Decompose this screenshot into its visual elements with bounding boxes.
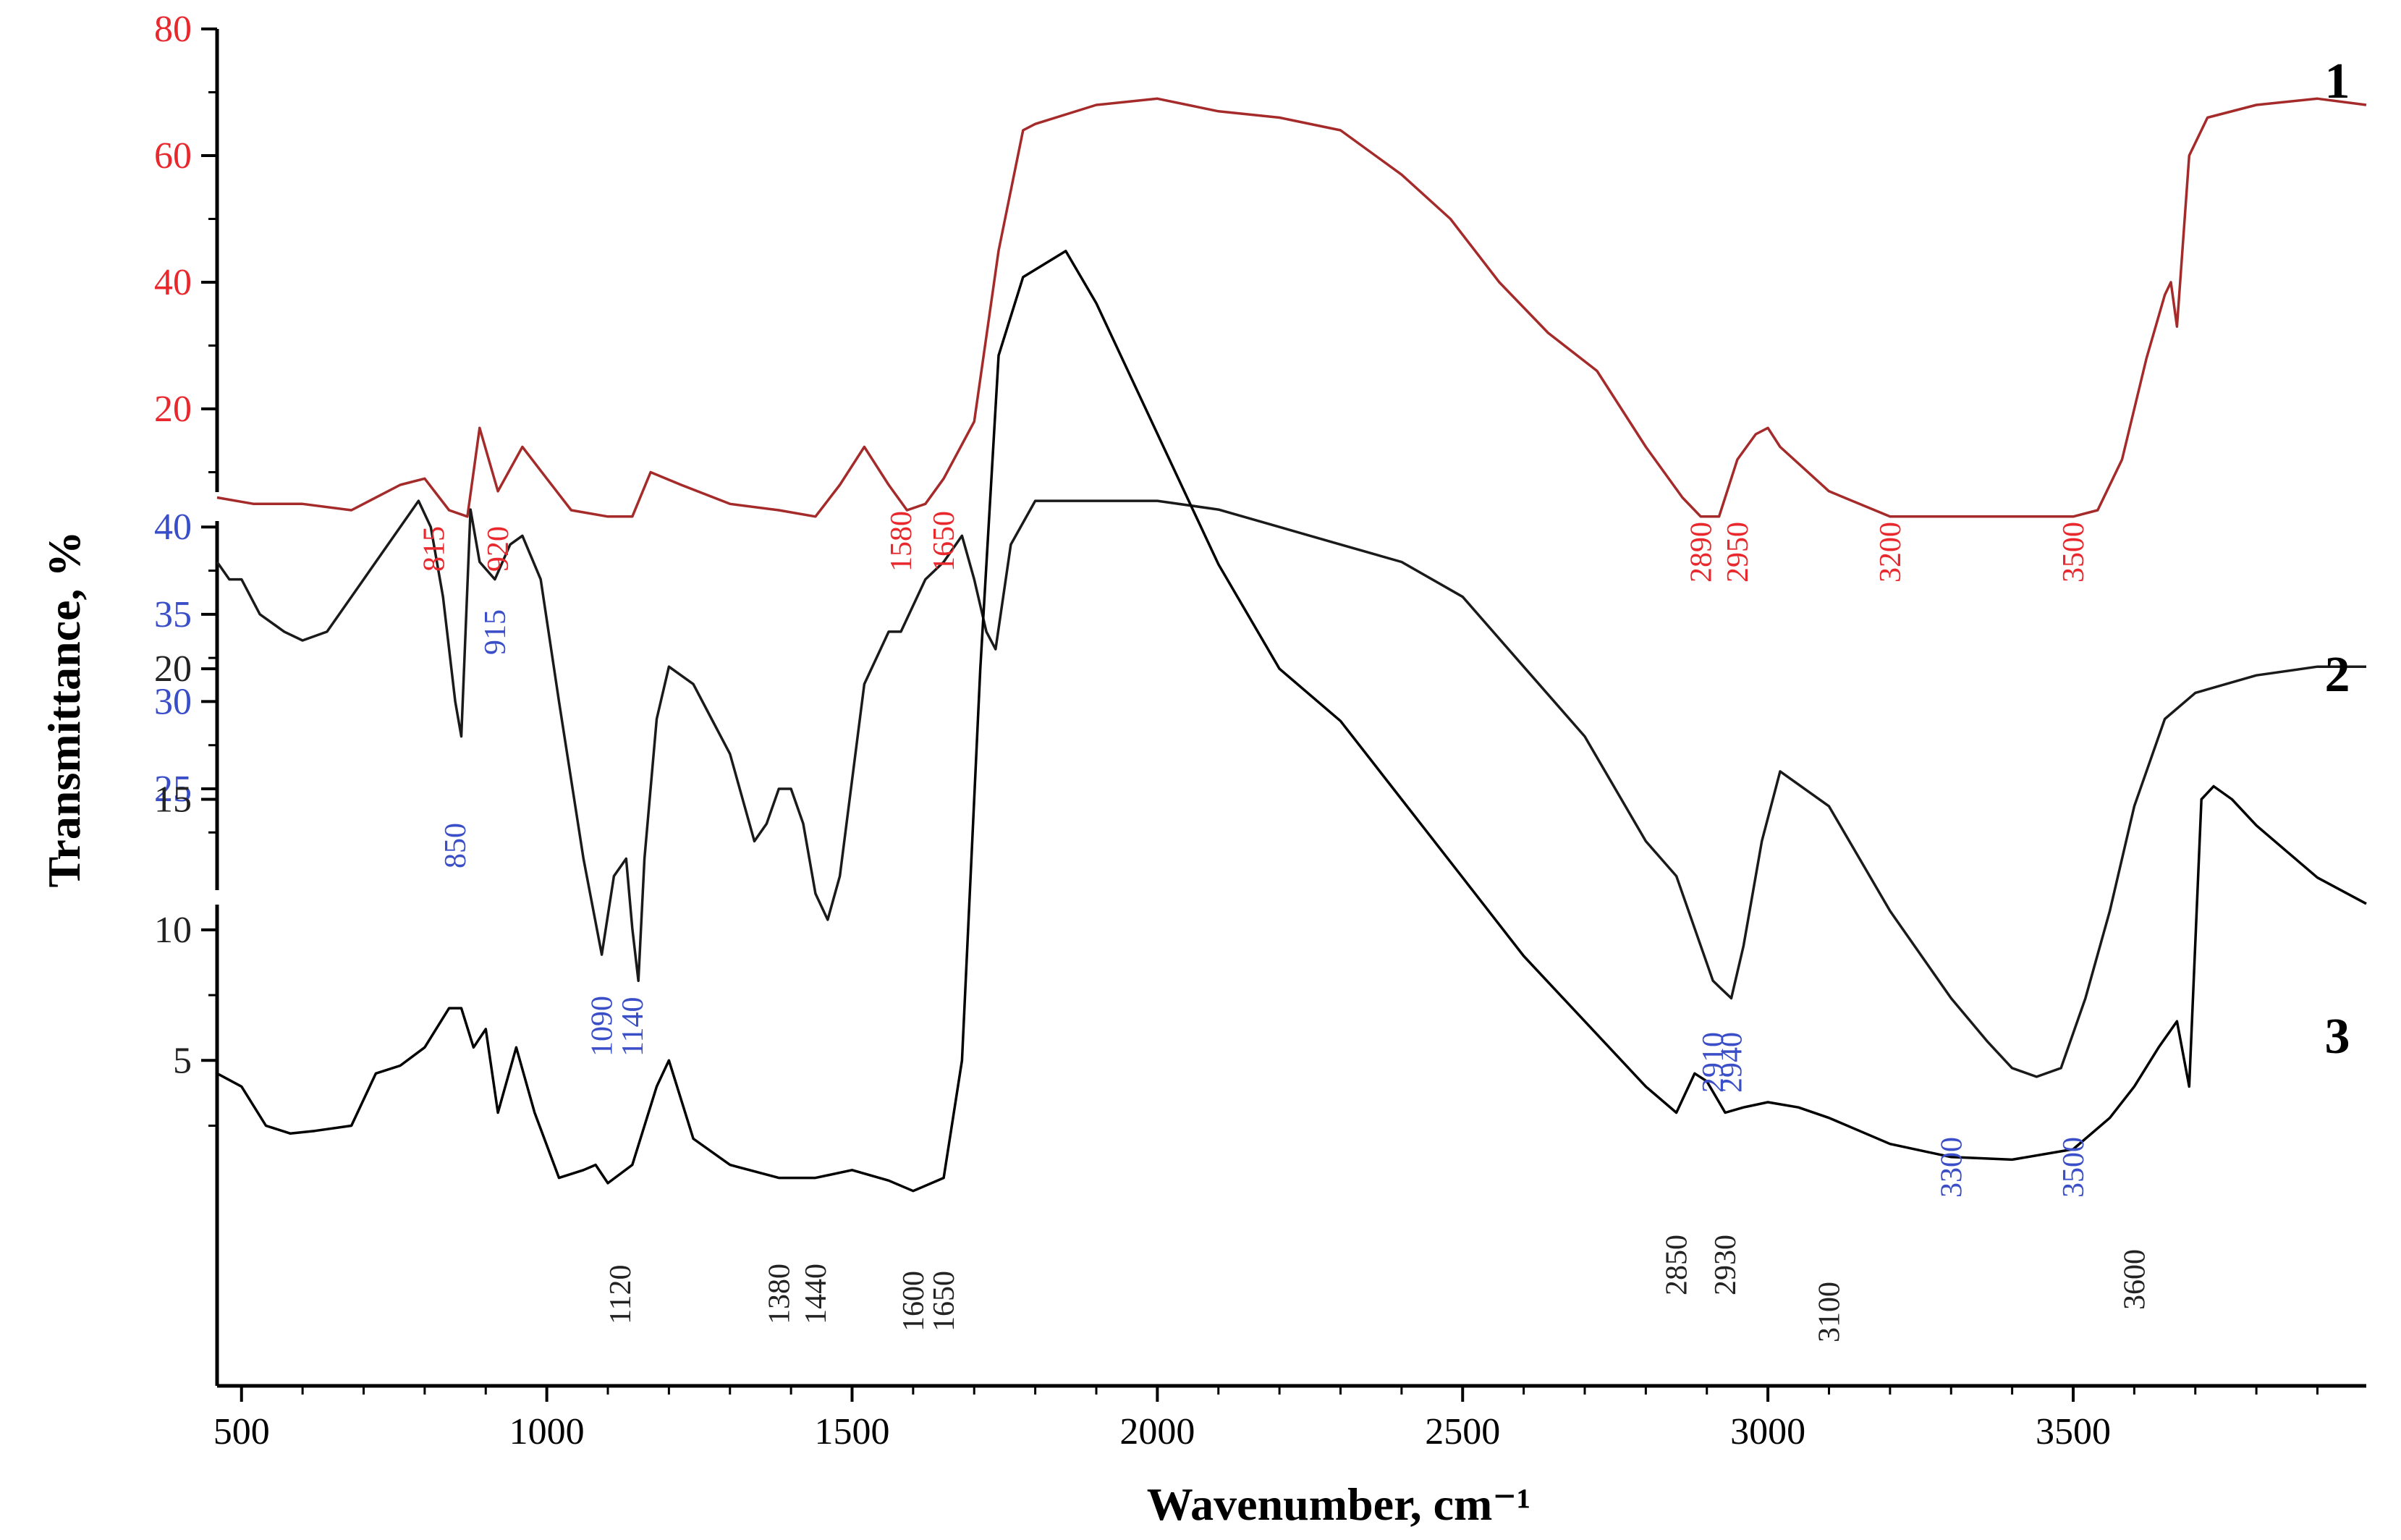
y-tick-label-3: 5 (173, 1040, 192, 1081)
y-tick-label-3: 20 (154, 648, 192, 690)
peak-label-2-1140: 1140 (617, 997, 650, 1057)
peak-label-1-815: 815 (418, 526, 452, 572)
x-tick-label: 500 (213, 1411, 270, 1452)
peak-label-3-2850: 2850 (1661, 1235, 1694, 1295)
series-line-1 (216, 97, 2367, 518)
series-line-3 (216, 250, 2367, 1193)
y-tick-label-1: 40 (154, 262, 192, 303)
peak-label-1-2890: 2890 (1685, 522, 1718, 583)
x-tick-label: 1500 (815, 1411, 890, 1452)
y-tick-label-2: 35 (154, 594, 192, 635)
peak-label-3-1120: 1120 (604, 1265, 638, 1324)
peak-label-2-2940: 2940 (1716, 1032, 1749, 1093)
peak-label-1-1650: 1650 (928, 511, 961, 572)
peak-label-2-3500: 3500 (2057, 1137, 2091, 1198)
peak-label-1-3500: 3500 (2057, 522, 2091, 583)
series-number-1: 1 (2325, 54, 2350, 109)
x-tick-label: 3500 (2036, 1411, 2111, 1452)
series-line-2 (216, 499, 2366, 1078)
y-tick-label-1: 60 (154, 135, 192, 177)
peak-label-2-1090: 1090 (586, 996, 619, 1057)
peak-label-1-3200: 3200 (1874, 522, 1907, 583)
y-tick-label-2: 25 (154, 769, 192, 810)
peak-label-2-850: 850 (439, 823, 473, 868)
axes: 500 1000 1500 2000 2500 3000 35008060402040353… (154, 9, 2366, 1452)
peak-label-3-1600: 1600 (897, 1271, 931, 1332)
y-axis-title: Transmittance, % (38, 531, 90, 888)
x-axis-title: Wavenumber, cm⁻¹ (1147, 1478, 1531, 1530)
peak-label-2-2910: 2910 (1697, 1032, 1730, 1093)
peak-label-1-920: 920 (482, 526, 515, 572)
peak-label-2-915: 915 (479, 609, 512, 655)
peak-label-1-2950: 2950 (1722, 522, 1755, 583)
peak-label-2-3300: 3300 (1935, 1137, 1968, 1198)
series-number-3: 3 (2325, 1009, 2350, 1065)
y-tick-label-1: 80 (154, 9, 192, 50)
y-tick-label-2: 40 (154, 507, 192, 548)
x-tick-label: 3000 (1730, 1411, 1805, 1452)
peak-label-1-1580: 1580 (885, 511, 918, 572)
y-tick-label-3: 10 (154, 910, 192, 951)
y-tick-label-3: 15 (154, 779, 192, 821)
x-tick-label: 1000 (509, 1411, 585, 1452)
y-tick-label-1: 20 (154, 389, 192, 430)
series-curves (216, 97, 2367, 1193)
y-tick-label-2: 30 (154, 681, 192, 722)
peak-label-3-3600: 3600 (2118, 1249, 2151, 1310)
peak-labels: 1 2 3 815 920 1580 1650 2890 2950 3200 3500 915 850 1… (418, 54, 2350, 1342)
peak-label-3-1440: 1440 (800, 1264, 833, 1324)
x-tick-label: 2000 (1119, 1411, 1195, 1452)
peak-label-3-2930: 2930 (1709, 1235, 1742, 1295)
peak-label-3-1380: 1380 (763, 1264, 796, 1324)
peak-label-3-3100: 3100 (1813, 1282, 1847, 1342)
peak-label-3-1650: 1650 (928, 1271, 961, 1332)
x-tick-label: 2500 (1425, 1411, 1500, 1452)
series-number-2: 2 (2325, 647, 2350, 703)
